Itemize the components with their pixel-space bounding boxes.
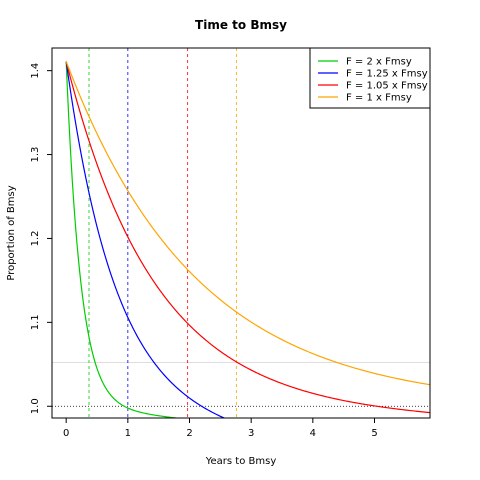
x-tick-label: 0 [63,428,69,439]
legend-label-0: F = 2 x Fmsy [346,57,412,68]
legend-label-3: F = 1 x Fmsy [346,93,412,104]
legend-box [309,47,431,109]
x-tick-label: 3 [248,428,254,439]
y-tick-label: 1.4 [30,63,41,79]
legend-label-1: F = 1.25 x Fmsy [346,69,428,80]
y-tick-label: 1.0 [30,398,41,414]
legend-label-2: F = 1.05 x Fmsy [346,81,428,92]
chart-title: Time to Bmsy [195,18,287,32]
x-tick-label: 2 [186,428,192,439]
plot-frame [51,47,431,419]
y-tick-label: 1.1 [30,314,41,330]
x-tick-label: 1 [125,428,131,439]
y-tick-label: 1.3 [30,147,41,163]
series-line-3 [65,61,430,386]
y-tick-label: 1.2 [30,231,41,247]
series-line-0 [65,61,181,418]
y-axis-label: Proportion of Bmsy [6,185,17,280]
series-line-1 [65,61,226,418]
x-tick-label: 4 [310,428,316,439]
x-axis-label: Years to Bmsy [205,456,277,467]
series-line-2 [65,61,430,414]
x-tick-label: 5 [371,428,377,439]
